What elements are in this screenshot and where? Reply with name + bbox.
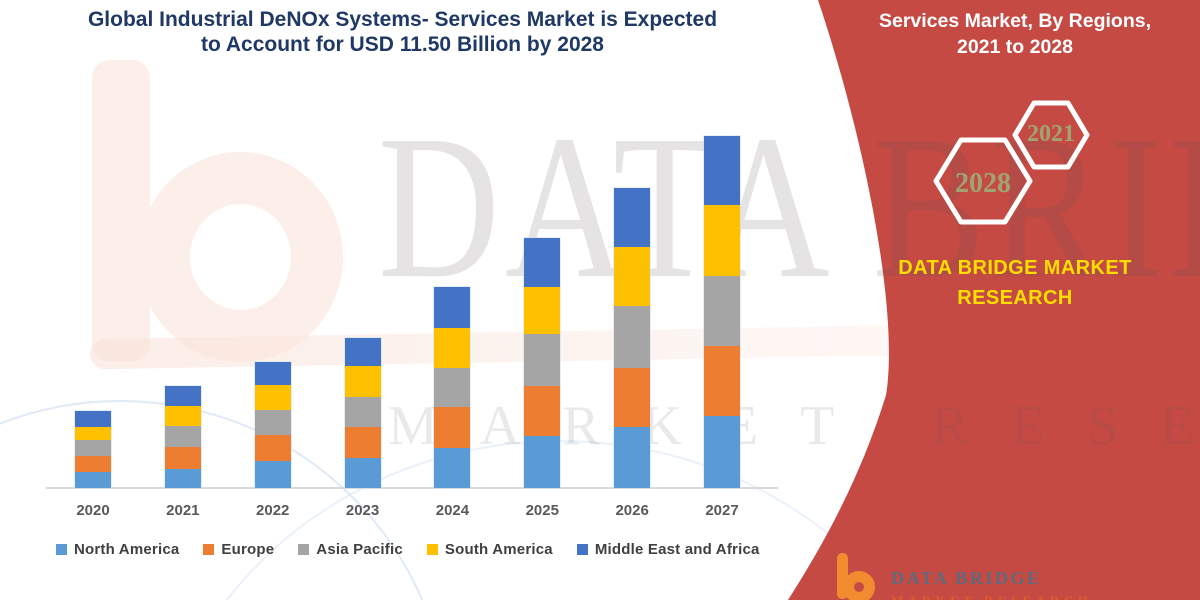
legend-swatch	[298, 544, 310, 555]
bar-segment-south-america	[704, 204, 740, 276]
x-axis-label-2023: 2023	[345, 502, 380, 519]
bar-segment-north-america	[704, 415, 740, 488]
bar-segment-south-america	[75, 426, 111, 440]
legend-label: South America	[444, 541, 553, 558]
bar-segment-asia-pacific	[75, 439, 111, 456]
hexagon-2028-label: 2028	[955, 168, 1011, 199]
bar-segment-europe	[344, 426, 381, 458]
hexagon-2021-label: 2021	[1027, 121, 1075, 147]
bar-2020	[75, 410, 111, 488]
x-axis-label-2027: 2027	[705, 502, 739, 519]
footer-logo-sub: MARKET RESEARCH	[891, 593, 1092, 600]
footer-logo: DATA BRIDGE MARKET RESEARCH	[831, 551, 1163, 600]
bar-segment-north-america	[75, 471, 111, 488]
x-axis-label-2024: 2024	[435, 502, 470, 519]
bar-segment-south-america	[524, 286, 561, 334]
bar-segment-middle-east-and-africa	[75, 410, 111, 427]
bar-segment-north-america	[524, 435, 561, 488]
panel-headline: Services Market, By Regions, 2021 to 202…	[850, 8, 1180, 60]
bar-segment-europe	[254, 435, 291, 462]
bar-segment-north-america	[254, 461, 291, 488]
bar-segment-middle-east-and-africa	[434, 287, 471, 329]
legend-item-north-america: North America	[56, 541, 179, 558]
legend-label: Asia Pacific	[316, 541, 403, 558]
bar-2026	[614, 187, 651, 488]
bar-segment-middle-east-and-africa	[524, 237, 561, 287]
bar-2023	[344, 337, 381, 488]
bar-segment-asia-pacific	[254, 409, 291, 436]
x-axis-label-2022: 2022	[256, 502, 290, 519]
bar-segment-asia-pacific	[344, 396, 381, 427]
bar-segment-europe	[434, 407, 471, 449]
panel-headline-line2: 2021 to 2028	[956, 36, 1073, 58]
bar-segment-north-america	[344, 457, 381, 488]
x-axis-label-2020: 2020	[76, 502, 110, 519]
bar-segment-europe	[164, 447, 201, 470]
x-axis-label-2025: 2025	[525, 502, 559, 519]
legend-item-middle-east-and-africa: Middle East and Africa	[576, 541, 760, 558]
watermark-logo-stem	[92, 60, 150, 362]
legend-label: Middle East and Africa	[594, 541, 760, 558]
chart-title-line1: Global Industrial DeNOx Systems- Service…	[87, 8, 718, 31]
bar-2027	[704, 135, 740, 488]
footer-logo-b-icon	[837, 553, 848, 599]
x-axis-label-2026: 2026	[615, 502, 649, 519]
bar-segment-asia-pacific	[434, 367, 471, 408]
hexagon-2028-icon	[933, 137, 1033, 225]
bar-segment-europe	[75, 455, 111, 472]
bar-2025	[524, 237, 561, 488]
watermark-text-databridge: DATA BRIDGE	[378, 92, 1200, 321]
bar-2024	[434, 287, 471, 488]
bar-segment-asia-pacific	[704, 275, 740, 346]
bar-segment-middle-east-and-africa	[704, 135, 740, 205]
panel-brand-text: DATA BRIDGE MARKET RESEARCH	[855, 253, 1175, 313]
bar-segment-middle-east-and-africa	[164, 386, 201, 407]
legend-swatch	[203, 544, 215, 555]
legend-label: North America	[74, 541, 180, 558]
bar-segment-middle-east-and-africa	[254, 361, 291, 385]
legend-item-europe: Europe	[203, 541, 274, 558]
bar-segment-north-america	[434, 448, 471, 488]
bar-segment-asia-pacific	[164, 426, 201, 448]
bar-segment-south-america	[434, 328, 471, 368]
bar-segment-europe	[614, 367, 651, 428]
bar-segment-south-america	[344, 365, 381, 397]
panel-brand-line1: DATA BRIDGE MARKET	[898, 257, 1132, 279]
legend-swatch	[426, 544, 438, 555]
legend-swatch	[56, 544, 67, 555]
legend-label: Europe	[221, 541, 275, 558]
bar-segment-europe	[524, 385, 561, 436]
bar-segment-asia-pacific	[614, 306, 651, 368]
x-axis-label-2021: 2021	[166, 502, 200, 519]
x-axis-line	[46, 487, 778, 489]
hexagon-2021-icon	[1012, 100, 1090, 170]
bar-segment-asia-pacific	[524, 333, 561, 386]
legend-swatch	[576, 544, 588, 555]
footer-logo-name: DATA BRIDGE	[891, 568, 1042, 588]
bar-segment-middle-east-and-africa	[344, 337, 381, 366]
panel-brand-line2: RESEARCH	[957, 287, 1073, 309]
watermark-text-marketresearch: MARKET RESEARCH	[388, 395, 1200, 457]
bar-segment-south-america	[254, 384, 291, 410]
panel-headline-line1: Services Market, By Regions,	[878, 10, 1152, 32]
bar-2021	[164, 386, 201, 488]
legend-item-south-america: South America	[426, 541, 553, 558]
legend-item-asia-pacific: Asia Pacific	[298, 541, 403, 558]
footer-logo-b-bowl-icon	[843, 571, 875, 600]
bar-segment-europe	[704, 345, 740, 416]
bar-segment-north-america	[164, 469, 201, 488]
bar-segment-south-america	[614, 246, 651, 307]
bar-segment-south-america	[164, 406, 201, 427]
bar-2022	[254, 361, 291, 488]
chart-title: Global Industrial DeNOx Systems- Service…	[65, 7, 740, 57]
bar-segment-north-america	[614, 427, 651, 488]
chart-title-line2: to Account for USD 11.50 Billion by 2028	[201, 33, 604, 56]
bar-segment-middle-east-and-africa	[614, 187, 651, 247]
chart-legend: North America Europe Asia Pacific South Ame…	[56, 541, 786, 558]
